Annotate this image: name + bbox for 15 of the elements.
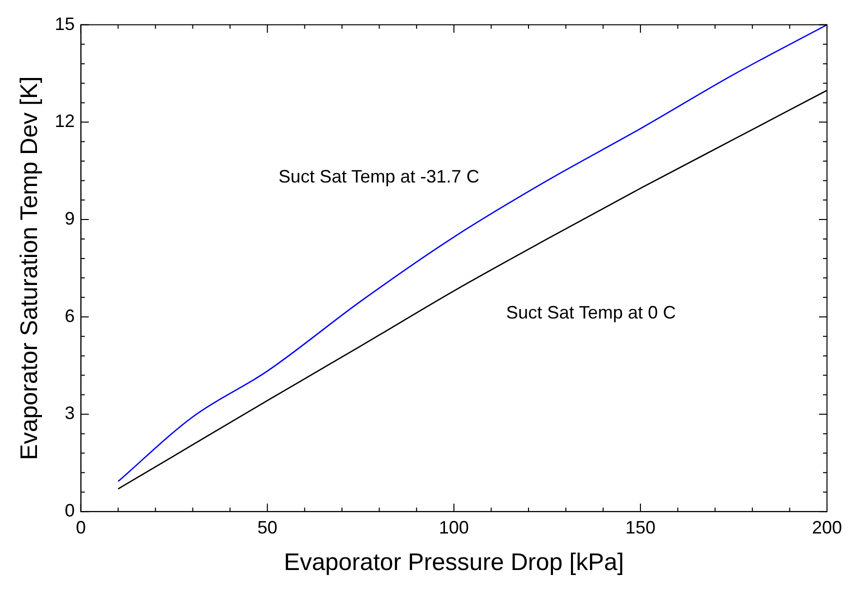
y-tick-label: 15 xyxy=(54,14,75,34)
x-tick-label: 100 xyxy=(438,517,469,538)
x-tick-label: 150 xyxy=(625,517,656,538)
y-tick-label: 9 xyxy=(64,208,75,228)
series-label: Suct Sat Temp at -31.7 C xyxy=(278,166,480,186)
y-axis-title: Evaporator Saturation Temp Dev [K] xyxy=(16,76,44,460)
y-tick-label: 12 xyxy=(54,111,75,132)
line-series xyxy=(117,24,827,482)
y-tick-label: 3 xyxy=(64,403,75,424)
x-tick-label: 50 xyxy=(257,517,278,538)
x-axis-title: Evaporator Pressure Drop [kPa] xyxy=(284,549,624,576)
series-label: Suct Sat Temp at 0 C xyxy=(506,302,676,323)
x-tick-label: 200 xyxy=(812,517,842,538)
y-tick-label: 6 xyxy=(64,306,75,326)
y-tick-label: 0 xyxy=(64,500,75,521)
